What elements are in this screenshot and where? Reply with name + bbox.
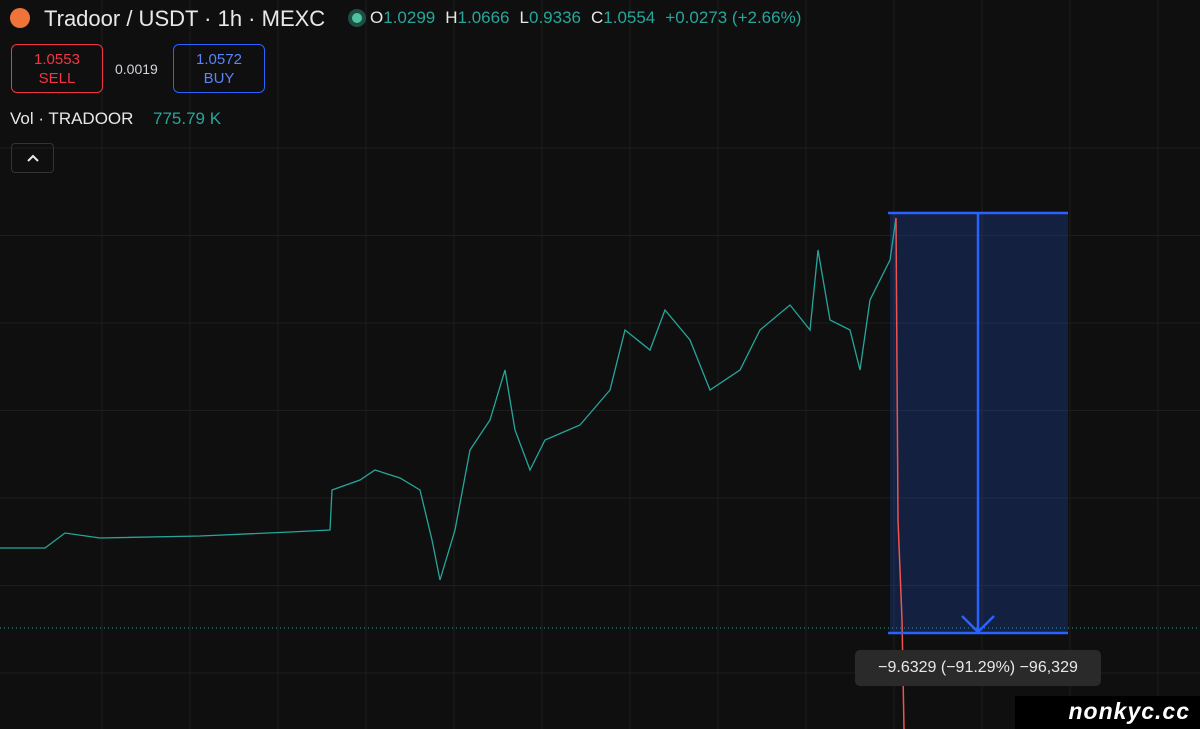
sell-label: SELL — [38, 69, 76, 87]
sell-button[interactable]: 1.0553 SELL — [11, 44, 103, 93]
status-dot — [352, 13, 362, 23]
buy-price: 1.0572 — [196, 50, 242, 68]
chevron-icon — [26, 154, 39, 162]
ohlc-key: O — [370, 8, 384, 27]
spread: 0.0019 — [115, 61, 158, 77]
watermark: nonkyc.cc — [1014, 696, 1200, 729]
price-path — [0, 217, 897, 581]
symbol-title: Tradoor / USDT · 1h · MEXC — [44, 6, 326, 31]
measure-arrowhead — [961, 615, 995, 634]
measure-label: −9.6329 (−91.29%) −96,329 — [855, 650, 1101, 686]
ohlc-key: C — [590, 8, 604, 27]
ohlc-value: 1.0666 — [457, 8, 510, 27]
volume-value: 775.79 K — [153, 109, 222, 128]
sell-price: 1.0553 — [34, 50, 80, 68]
collapse-button[interactable] — [11, 143, 54, 173]
volume-label: Vol · TRADOOR — [10, 109, 134, 128]
buy-button[interactable]: 1.0572 BUY — [173, 44, 265, 93]
ohlc-key: L — [519, 8, 529, 27]
ohlc-value: 0.9336 — [528, 8, 581, 27]
ohlc-value: 1.0554 — [603, 8, 656, 27]
buy-label: BUY — [203, 69, 235, 87]
ohlc-key: H — [445, 8, 458, 27]
ohlc-value: 1.0299 — [383, 8, 436, 27]
ohlc-change: +0.0273 (+2.66%) — [665, 8, 802, 27]
symbol-logo — [10, 8, 30, 28]
ohlc-legend: O1.0299 H1.0666 L0.9336 C1.0554 +0.0273 (+2.… — [370, 8, 801, 28]
